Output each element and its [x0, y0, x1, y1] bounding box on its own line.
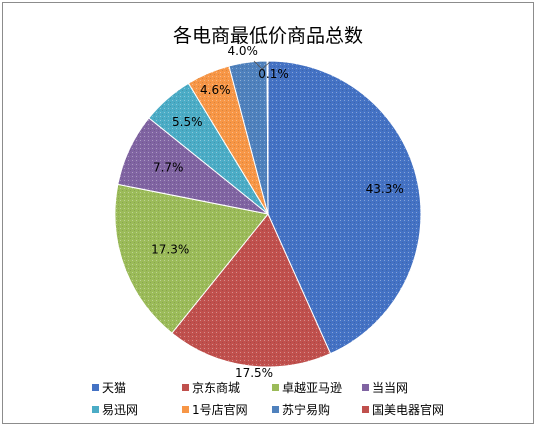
data-label-jd: 17.5% — [235, 366, 273, 380]
legend-item-jd: 京东商城 — [182, 376, 272, 398]
legend-label: 国美电器官网 — [372, 402, 445, 417]
legend-label: 易迅网 — [102, 402, 139, 417]
legend-swatch — [272, 383, 279, 391]
data-label-suning: 4.0% — [227, 44, 258, 58]
legend-swatch — [362, 405, 369, 413]
legend-item-suning: 苏宁易购 — [272, 398, 362, 420]
pie-slice-texture — [171, 214, 331, 367]
legend-swatch — [92, 405, 99, 413]
legend-item-dangdang: 当当网 — [362, 376, 452, 398]
legend-label: 1号店官网 — [192, 402, 248, 417]
legend-swatch — [182, 405, 189, 413]
data-label-tmall: 43.3% — [366, 182, 404, 196]
pie-slice-texture — [229, 61, 268, 214]
legend-label: 天猫 — [102, 380, 127, 395]
pie-slice-texture — [117, 117, 268, 214]
legend-item-yixun: 易迅网 — [92, 398, 182, 420]
chart-title: 各电商最低价商品总数 — [172, 25, 363, 47]
legend-item-gome: 国美电器官网 — [362, 398, 452, 420]
legend-item-amazon: 卓越亚马逊 — [272, 376, 362, 398]
legend-label: 苏宁易购 — [282, 402, 331, 417]
legend-label: 卓越亚马逊 — [282, 380, 343, 395]
legend-label: 当当网 — [372, 380, 409, 395]
legend: 天猫 京东商城 卓越亚马逊 当当网 易迅网 1号店官网 苏宁易购 — [92, 376, 492, 420]
legend-item-yhd: 1号店官网 — [182, 398, 272, 420]
legend-label: 京东商城 — [192, 380, 241, 395]
legend-item-tmall: 天猫 — [92, 376, 182, 398]
pie-slice-texture — [268, 61, 421, 354]
leader-line — [253, 60, 271, 70]
pie-slice-texture — [188, 66, 268, 214]
pie-slice-texture — [148, 83, 268, 214]
data-label-amazon: 17.3% — [151, 243, 189, 257]
data-label-dangdang: 7.7% — [153, 160, 184, 174]
legend-swatch — [92, 383, 99, 391]
legend-swatch — [272, 405, 279, 413]
data-label-gome: 0.1% — [258, 67, 289, 81]
legend-swatch — [362, 383, 369, 391]
data-label-yhd: 4.6% — [200, 83, 231, 97]
pie-slice-texture — [114, 184, 268, 334]
data-label-yixun: 5.5% — [172, 115, 203, 129]
pie-slice-texture — [267, 60, 268, 215]
legend-swatch — [182, 383, 189, 391]
